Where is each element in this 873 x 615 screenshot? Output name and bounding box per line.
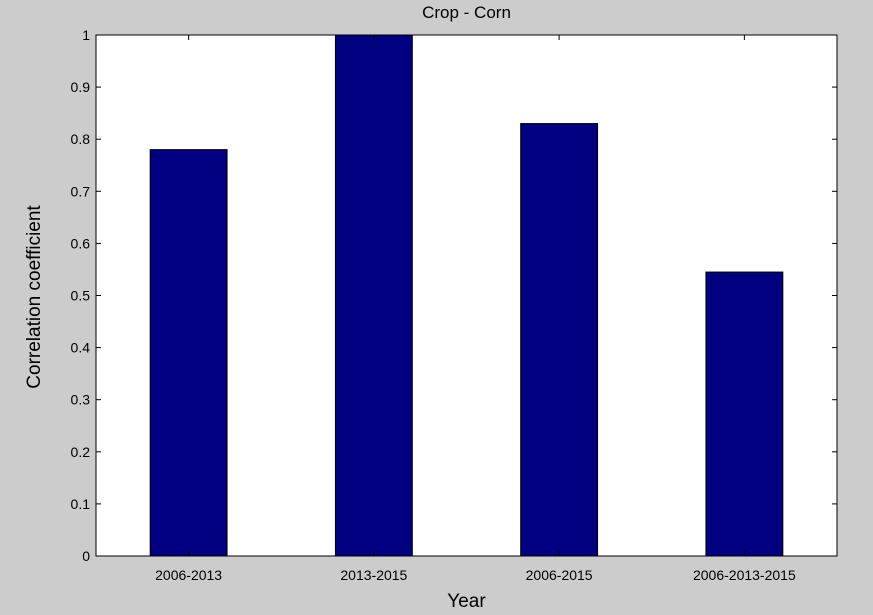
y-tick-label: 0.5 — [71, 288, 91, 304]
y-tick-label: 0.8 — [71, 131, 91, 147]
y-tick-label: 1 — [82, 27, 90, 43]
x-tick-label: 2006-2013-2015 — [693, 567, 796, 583]
y-tick-label: 0.6 — [71, 235, 91, 251]
x-tick-label: 2006-2013 — [155, 567, 222, 583]
bar-2013-2015 — [334, 34, 413, 557]
x-tick-label: 2013-2015 — [340, 567, 407, 583]
y-tick-label: 0.4 — [71, 340, 91, 356]
y-axis-ticks: 0 0.1 0.2 0.3 0.4 0.5 0.6 0.7 0.8 0.9 1 — [71, 27, 837, 564]
x-axis-label: Year — [447, 591, 486, 612]
y-tick-label: 0.7 — [71, 183, 91, 199]
bar-2006-2013-2015 — [705, 271, 784, 557]
bar-2006-2015 — [520, 123, 599, 557]
bars-group — [149, 34, 784, 557]
x-tick-label: 2006-2015 — [526, 567, 593, 583]
y-tick-label: 0.9 — [71, 79, 91, 95]
y-tick-label: 0.3 — [71, 392, 91, 408]
axes-frame — [95, 34, 838, 557]
chart-title: Crop - Corn — [422, 3, 511, 22]
y-tick-label: 0.2 — [71, 444, 91, 460]
bar-2006-2013 — [149, 149, 228, 557]
y-tick-label: 0.1 — [71, 496, 91, 512]
y-tick-label: 0 — [82, 548, 90, 564]
y-axis-label: Correlation coefficient — [24, 205, 45, 389]
x-axis-ticks: 2006-2013 2013-2015 2006-2015 2006-2013-201… — [155, 35, 796, 583]
